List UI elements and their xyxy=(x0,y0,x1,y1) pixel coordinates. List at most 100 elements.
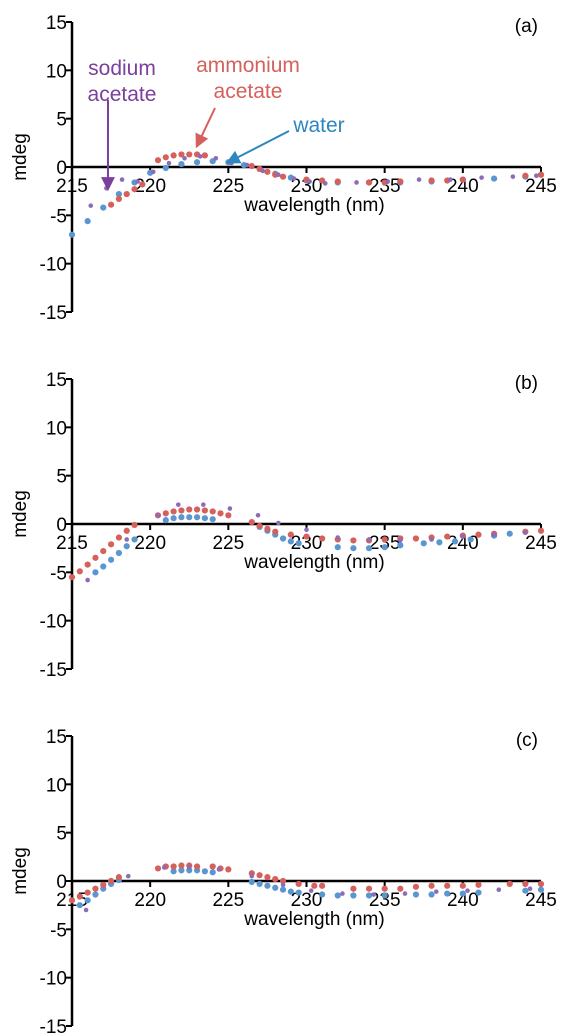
data-point xyxy=(256,872,263,879)
y-tick-label: -15 xyxy=(40,303,67,324)
data-point xyxy=(381,885,388,892)
data-point xyxy=(260,168,266,174)
data-point xyxy=(213,156,219,161)
data-point xyxy=(178,151,185,158)
data-point xyxy=(381,892,388,899)
data-point xyxy=(264,525,271,532)
data-point xyxy=(193,514,201,521)
data-point xyxy=(335,535,341,540)
data-point xyxy=(170,515,177,522)
x-tick-label: 215 xyxy=(56,176,88,197)
chart-panel-c: 151050-5-10-15215220225230235240245wavel… xyxy=(10,727,557,1035)
data-point xyxy=(131,521,138,529)
data-point xyxy=(444,890,451,897)
data-point xyxy=(491,175,498,182)
data-point xyxy=(537,171,545,178)
data-point xyxy=(244,162,250,168)
x-tick-label: 245 xyxy=(525,890,557,911)
data-point xyxy=(209,863,216,870)
y-tick-label: 10 xyxy=(46,418,67,439)
data-point xyxy=(428,882,435,889)
data-point xyxy=(272,528,279,535)
y-tick-label: 15 xyxy=(46,370,67,391)
data-point xyxy=(135,179,140,184)
data-point xyxy=(350,545,357,552)
data-point xyxy=(522,172,529,179)
data-point xyxy=(68,231,76,238)
data-point xyxy=(491,532,497,537)
data-point xyxy=(451,538,459,545)
data-point xyxy=(295,540,302,547)
data-point xyxy=(170,508,177,515)
data-point xyxy=(100,881,107,888)
data-point xyxy=(319,882,326,889)
data-point xyxy=(107,556,115,563)
y-tick-label: 0 xyxy=(56,872,67,893)
data-point xyxy=(510,174,516,179)
data-point xyxy=(100,204,107,211)
data-point xyxy=(444,533,451,540)
data-point xyxy=(272,884,279,891)
data-point xyxy=(155,513,161,518)
data-point xyxy=(162,510,169,517)
data-point xyxy=(256,880,263,888)
data-point xyxy=(276,520,281,526)
data-point xyxy=(465,888,470,893)
data-point xyxy=(182,156,187,161)
data-point xyxy=(459,176,466,183)
x-tick-label: 245 xyxy=(525,533,557,554)
data-point xyxy=(433,889,439,894)
data-point xyxy=(92,569,99,576)
x-tick-label: 230 xyxy=(291,176,323,197)
data-point xyxy=(537,527,545,534)
y-axis-label: mdeg xyxy=(10,133,31,181)
data-point xyxy=(279,173,287,180)
y-tick-label: 10 xyxy=(46,775,67,796)
data-point xyxy=(350,885,357,892)
data-point xyxy=(322,181,328,186)
annotation-ammonium-acetate: ammonium acetate xyxy=(195,54,300,149)
data-point xyxy=(125,873,131,879)
data-point xyxy=(460,534,466,539)
data-point xyxy=(115,874,122,881)
data-point xyxy=(84,561,91,568)
data-point xyxy=(216,867,222,872)
data-point xyxy=(334,544,341,551)
data-point xyxy=(162,154,169,161)
y-tick-label: -5 xyxy=(50,206,67,227)
data-point xyxy=(412,883,420,890)
data-point xyxy=(398,538,403,543)
data-point xyxy=(193,159,201,166)
annotation-text: sodium xyxy=(88,57,156,80)
data-point xyxy=(496,887,502,892)
data-point xyxy=(319,891,326,898)
data-point xyxy=(186,865,192,870)
data-point xyxy=(287,538,294,545)
data-point xyxy=(264,874,271,881)
data-point xyxy=(280,882,286,888)
data-point xyxy=(475,881,482,888)
series-sodium-acetate xyxy=(83,865,533,913)
data-point xyxy=(178,867,185,874)
data-point xyxy=(279,886,287,893)
data-point xyxy=(225,512,232,519)
data-point xyxy=(444,882,451,889)
data-point xyxy=(412,535,420,542)
annotation-text: acetate xyxy=(214,80,283,103)
data-point xyxy=(307,179,312,184)
panel-label: (c) xyxy=(516,730,538,751)
data-point xyxy=(291,176,297,181)
data-point xyxy=(88,203,94,208)
data-point xyxy=(319,535,326,542)
y-tick-label: 15 xyxy=(46,13,67,34)
data-point xyxy=(76,893,83,900)
x-tick-label: 235 xyxy=(369,176,401,197)
data-point xyxy=(365,179,373,186)
data-point xyxy=(334,178,341,185)
data-point xyxy=(162,164,169,172)
data-point xyxy=(209,869,216,876)
data-point xyxy=(475,889,482,896)
data-point xyxy=(366,537,372,542)
x-tick-label: 215 xyxy=(56,533,88,554)
